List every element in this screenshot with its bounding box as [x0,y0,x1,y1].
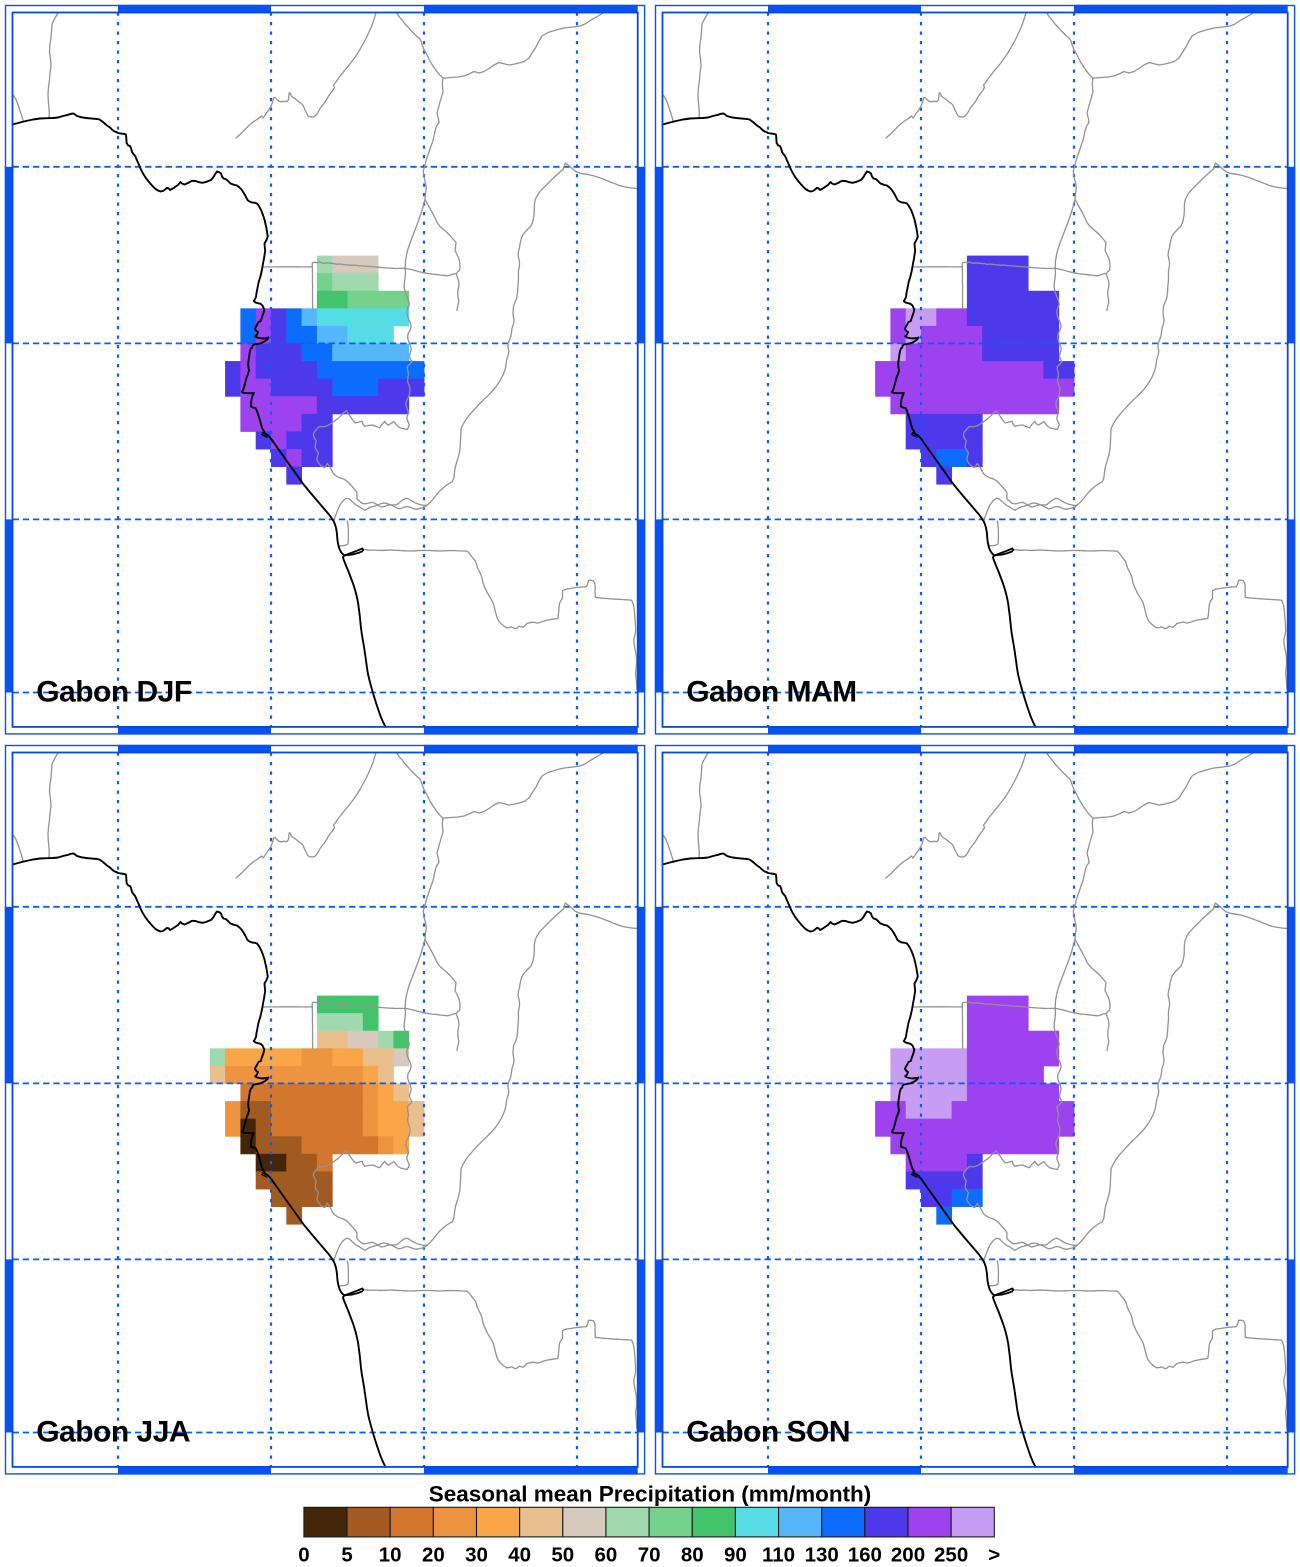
svg-text:160: 160 [848,1544,882,1567]
svg-text:200: 200 [891,1544,925,1567]
svg-text:130: 130 [805,1544,839,1567]
svg-text:Gabon DJF: Gabon DJF [36,676,192,709]
svg-text:60: 60 [595,1544,618,1567]
svg-text:70: 70 [638,1544,661,1567]
svg-text:10: 10 [379,1544,402,1567]
svg-text:Gabon MAM: Gabon MAM [686,676,856,709]
svg-text:>: > [988,1544,1000,1567]
svg-text:90: 90 [724,1544,747,1567]
svg-text:80: 80 [681,1544,704,1567]
svg-text:30: 30 [465,1544,488,1567]
svg-text:40: 40 [508,1544,531,1567]
svg-text:Gabon JJA: Gabon JJA [36,1415,190,1448]
svg-text:Gabon SON: Gabon SON [686,1415,850,1448]
svg-text:0: 0 [298,1544,309,1567]
svg-text:50: 50 [551,1544,574,1567]
svg-text:Seasonal mean Precipitation (m: Seasonal mean Precipitation (mm/month) [429,1482,872,1507]
svg-text:250: 250 [934,1544,968,1567]
svg-text:110: 110 [762,1544,795,1567]
svg-text:20: 20 [422,1544,445,1567]
svg-text:5: 5 [341,1544,352,1567]
